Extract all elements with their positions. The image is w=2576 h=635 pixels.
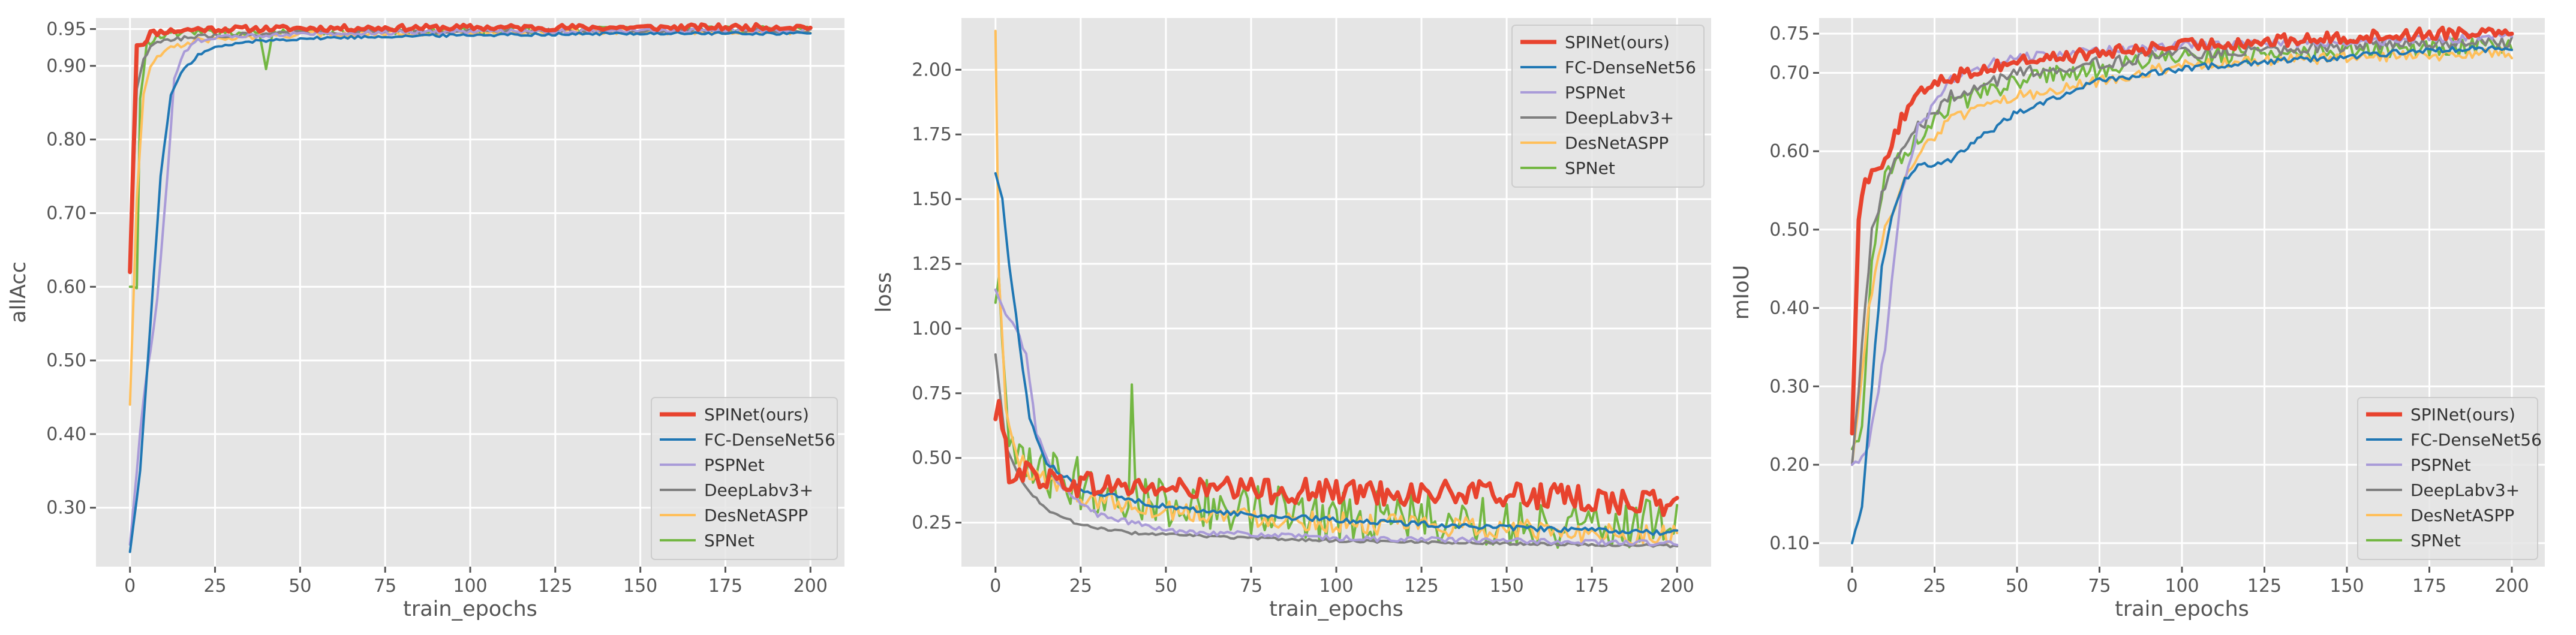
legend-label: DesNetASPP [1565,133,1669,153]
y-tick-label: 0.50 [1769,219,1809,240]
series-line-fc-densenet56 [128,31,812,553]
x-tick-label: 75 [1240,576,1263,597]
x-tick-label: 0 [990,576,1001,597]
legend: SPINet(ours) FC-DenseNet56 PSPNet DeepLabv3… [651,397,838,560]
legend-label: FC-DenseNet56 [704,430,835,450]
legend-label: PSPNet [1565,83,1625,103]
chart-miou: 0 25 50 75 100 125 150 175 200 0.10 0.20 0.30 0.40 0.… [1730,18,2545,621]
y-tick-label: 0.95 [46,19,86,40]
y-tick-label: 0.40 [46,424,86,445]
x-tick-label: 100 [2165,576,2199,597]
x-tick-label: 125 [2247,576,2282,597]
legend-label: DeepLabv3+ [704,480,813,500]
x-tick-label: 50 [1155,576,1177,597]
legend-label: SPNet [704,531,755,550]
x-tick-label: 50 [2006,576,2028,597]
x-tick-label: 25 [1923,576,1946,597]
x-axis-label: train_epochs [2115,597,2249,621]
series-line-deeplabv3- [1851,36,2513,467]
legend-label: SPINet(ours) [704,405,809,425]
series-line-spinet-ours- [993,399,1679,517]
x-tick-label: 75 [2088,576,2111,597]
x-tick-label: 150 [623,576,657,597]
y-axis-label: allAcc [7,261,31,323]
legend-label: DeepLabv3+ [1565,108,1674,128]
y-tick-label: 0.20 [1769,455,1809,476]
y-tick-label: 0.25 [912,513,952,534]
legend-label: SPINet(ours) [1565,32,1670,52]
legend-label: DesNetASPP [704,505,808,525]
y-tick-label: 0.90 [46,56,86,77]
y-tick-label: 1.50 [912,189,952,210]
x-tick-label: 25 [203,576,226,597]
legend-box [2357,397,2538,560]
y-tick-label: 0.70 [46,203,86,224]
series-line-spinet-ours- [1850,25,2514,436]
x-tick-label: 150 [2329,576,2364,597]
series-line-fc-densenet56 [1851,45,2513,544]
y-tick-label: 0.30 [46,498,86,519]
legend-label: DeepLabv3+ [2410,480,2520,500]
x-axis-label: train_epochs [1269,597,1403,621]
legend-box [651,397,838,560]
legend-label: PSPNet [2410,455,2471,475]
y-tick-label: 1.25 [912,254,952,275]
legend-label: FC-DenseNet56 [1565,58,1696,77]
legend-label: SPNet [1565,158,1615,178]
x-tick-label: 125 [1404,576,1438,597]
y-tick-label: 0.75 [912,383,952,404]
x-tick-label: 125 [538,576,572,597]
y-axis-label: loss [872,272,896,313]
y-tick-label: 0.75 [1769,23,1809,44]
x-axis-label: train_epochs [403,597,537,621]
y-tick-label: 0.60 [46,276,86,297]
legend: SPINet(ours) FC-DenseNet56 PSPNet DeepLabv3… [1511,25,1705,188]
x-tick-label: 100 [1319,576,1353,597]
legend-label: SPNet [2410,531,2461,550]
series-line-spinet-ours- [128,22,813,275]
x-tick-label: 0 [1846,576,1857,597]
x-tick-label: 150 [1489,576,1523,597]
y-tick-label: 0.80 [46,130,86,151]
x-tick-label: 200 [793,576,828,597]
x-tick-label: 50 [288,576,311,597]
y-tick-label: 0.40 [1769,298,1809,319]
y-tick-label: 2.00 [912,59,952,80]
legend-label: DesNetASPP [2410,505,2514,525]
legend-label: PSPNet [704,455,765,475]
series-line-deeplabv3- [994,353,1679,549]
y-tick-label: 1.75 [912,124,952,145]
y-tick-label: 1.00 [912,318,952,339]
chart-allacc: 0 25 50 75 100 125 150 175 200 0.30 0.40 0.50 0.60 0.… [7,18,844,621]
x-tick-label: 75 [374,576,396,597]
y-tick-label: 0.30 [1769,376,1809,397]
y-tick-label: 0.60 [1769,141,1809,162]
x-tick-label: 200 [2494,576,2529,597]
chart-loss: 0 25 50 75 100 125 150 175 200 0.25 0.50 0.75 1.00 1.… [872,18,1711,621]
x-tick-label: 25 [1069,576,1092,597]
legend-box [1511,25,1705,188]
legend-label: SPINet(ours) [2410,405,2515,425]
y-tick-label: 0.50 [912,448,952,469]
x-tick-label: 175 [708,576,743,597]
x-tick-label: 100 [453,576,487,597]
series-line-pspnet [994,288,1679,547]
y-tick-label: 0.10 [1769,533,1809,554]
legend: SPINet(ours) FC-DenseNet56 PSPNet DeepLabv3… [2357,397,2542,560]
y-tick-label: 0.50 [46,350,86,371]
y-tick-label: 0.70 [1769,63,1809,84]
y-axis-label: mIoU [1730,265,1754,320]
series-line-fc-densenet56 [994,172,1679,536]
x-tick-label: 175 [2412,576,2446,597]
x-tick-label: 200 [1660,576,1694,597]
x-tick-label: 0 [124,576,136,597]
x-tick-label: 175 [1575,576,1609,597]
legend-label: FC-DenseNet56 [2410,430,2542,450]
